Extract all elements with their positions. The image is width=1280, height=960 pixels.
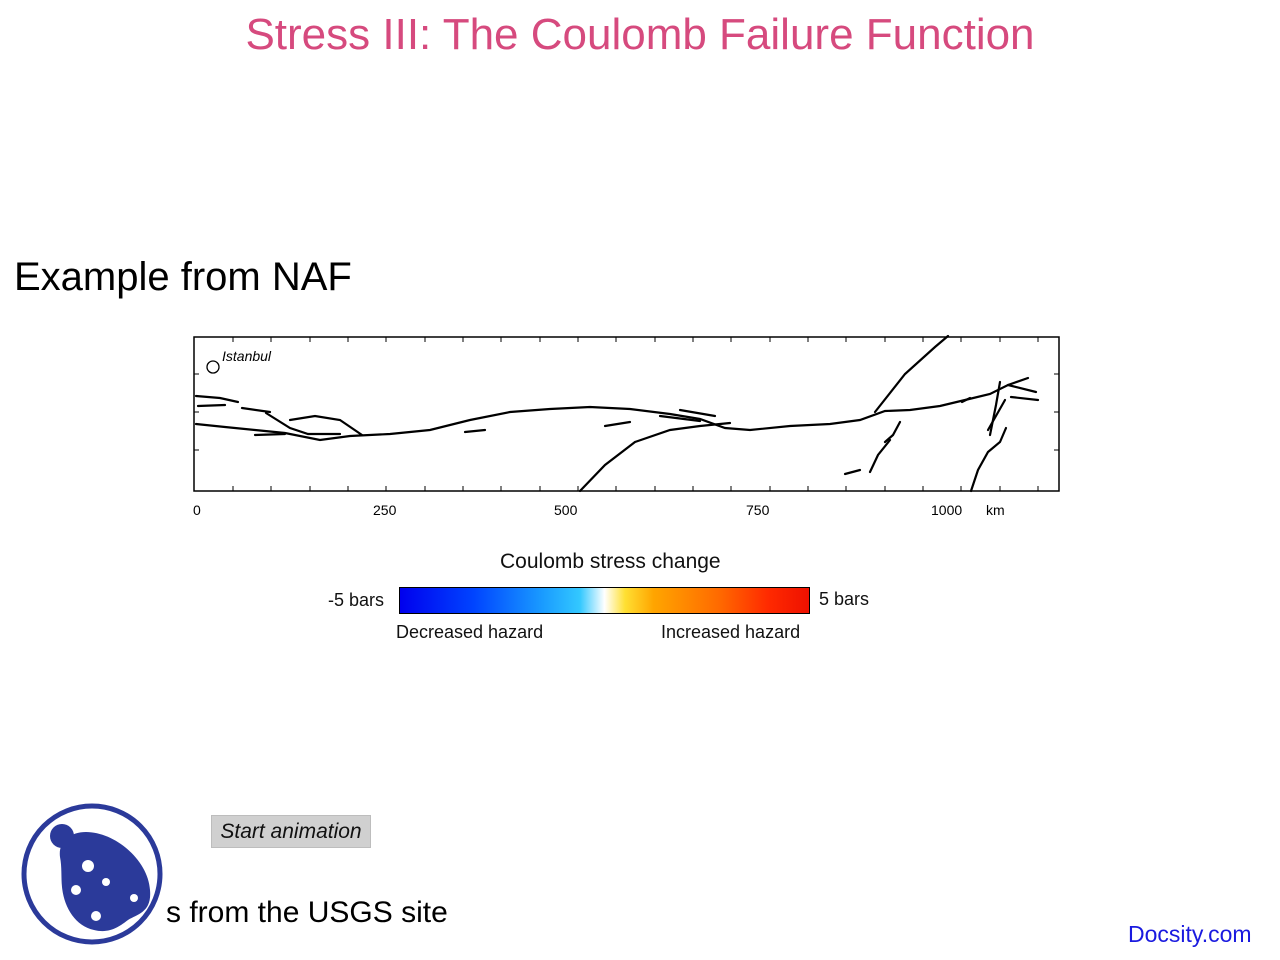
fault-map-figure: Istanbul [180,330,1080,660]
usgs-credit-text: s from the USGS site [166,896,448,929]
x-tick-label: 1000 [931,502,963,518]
x-tick-label: 0 [193,502,201,518]
x-unit-label: km [986,502,1005,518]
map-frame [193,336,1060,492]
slide-title: Stress III: The Coulomb Failure Function [245,10,1035,59]
stress-colorbar [399,587,810,614]
x-tick-label: 750 [746,502,770,518]
legend-min-label: -5 bars [328,590,385,610]
map-side-ticks [194,373,1059,451]
docsity-link[interactable]: Docsity.com [1128,921,1252,947]
x-tick-label: 500 [554,502,578,518]
istanbul-label: Istanbul [222,348,272,364]
istanbul-marker [206,360,220,374]
docsity-logo-icon[interactable] [20,802,165,947]
increased-hazard-label: Increased hazard [661,622,801,642]
x-tick-label: 250 [373,502,397,518]
fault-map: Istanbul [193,334,1060,493]
map-top-ticks [232,337,1039,342]
slide-subtitle: Example from NAF [14,255,352,299]
start-animation-button[interactable]: Start animation [211,815,371,848]
map-bottom-ticks [232,486,1039,491]
legend-max-label: 5 bars [819,589,870,609]
fault-traces [194,334,1040,493]
decreased-hazard-label: Decreased hazard [396,622,544,642]
legend-title: Coulomb stress change [500,550,721,573]
